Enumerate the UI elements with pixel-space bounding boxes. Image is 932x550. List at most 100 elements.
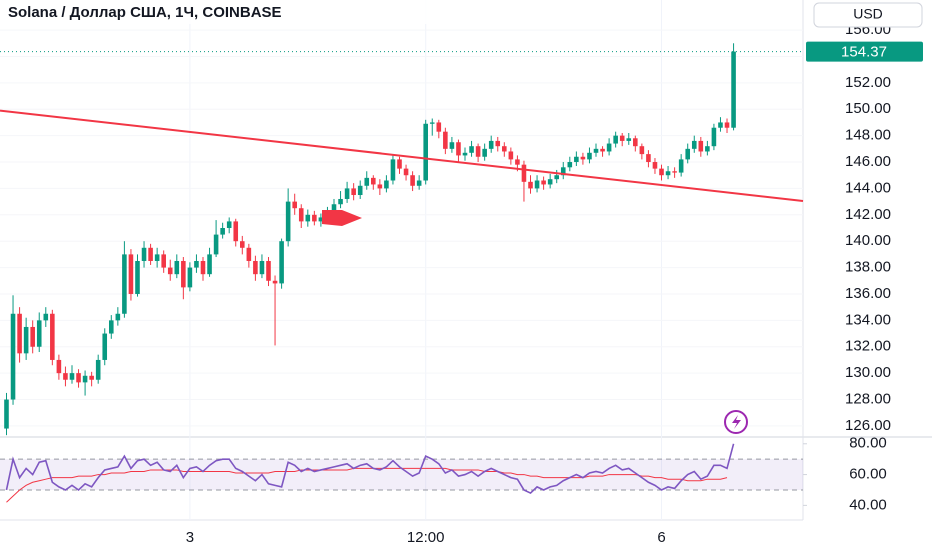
candle-body xyxy=(652,162,658,169)
y-tick-label: 144.00 xyxy=(845,179,891,196)
candle-body xyxy=(397,159,402,169)
candle-body xyxy=(482,148,487,157)
candle-body xyxy=(633,138,638,147)
candle-body xyxy=(17,313,22,354)
candle-body xyxy=(587,152,592,160)
candle-body xyxy=(154,254,160,261)
candle-body xyxy=(174,260,180,275)
candle-body xyxy=(626,138,632,141)
alert-bolt[interactable] xyxy=(732,415,741,429)
candle-body xyxy=(194,260,199,268)
candle-body xyxy=(711,127,717,147)
candle-body xyxy=(456,142,461,156)
candle-body xyxy=(364,177,370,186)
y-tick-label: 136.00 xyxy=(845,285,891,302)
candle-body xyxy=(4,399,9,429)
currency-button[interactable] xyxy=(813,2,923,28)
y-tick-label: 130.00 xyxy=(845,364,891,381)
y-tick-label: 132.00 xyxy=(845,338,891,355)
candle-body xyxy=(718,122,723,128)
candle-body xyxy=(613,135,618,144)
candle-body xyxy=(135,260,140,294)
x-tick-label: 12:00 xyxy=(407,529,445,546)
candle-body xyxy=(240,241,245,248)
chart-title: Solana / Доллар США, 1Ч, COINBASE xyxy=(8,4,282,21)
rsi-line xyxy=(5,443,735,495)
candle-body xyxy=(69,373,75,380)
candle-body xyxy=(220,228,225,235)
y-tick-label: 128.00 xyxy=(845,390,891,407)
candle-body xyxy=(272,280,278,284)
candle-body xyxy=(89,375,94,380)
candle-body xyxy=(292,201,297,209)
candle-body xyxy=(63,373,68,380)
candle-body xyxy=(148,247,153,261)
candle-body xyxy=(416,180,422,186)
candle-body xyxy=(76,373,81,383)
candle-body xyxy=(574,156,579,163)
candle-body xyxy=(377,184,383,189)
candle-body xyxy=(488,140,494,149)
candle-body xyxy=(56,359,62,374)
candle-body xyxy=(10,313,16,400)
candle-body xyxy=(462,152,468,156)
candle-body xyxy=(312,214,317,222)
candle-body xyxy=(534,180,540,189)
alert-icon[interactable] xyxy=(724,410,748,434)
candle-body xyxy=(259,260,265,275)
rsi-tick-label: 40.00 xyxy=(849,496,887,513)
candle-body xyxy=(279,241,284,284)
candle-body xyxy=(200,260,206,275)
candle-body xyxy=(593,148,599,153)
y-tick-label: 148.00 xyxy=(845,127,891,144)
candle-body xyxy=(30,326,35,347)
y-tick-label: 152.00 xyxy=(845,74,891,91)
currency-label[interactable]: USD xyxy=(853,6,883,22)
candle-body xyxy=(285,201,291,242)
y-tick-label: 140.00 xyxy=(845,232,891,249)
candle-body xyxy=(528,181,533,189)
rsi-ma-line xyxy=(6,467,728,503)
candle-body xyxy=(226,221,232,228)
candle-body xyxy=(351,188,356,196)
y-tick-label: 134.00 xyxy=(845,311,891,328)
candle-body xyxy=(181,260,186,288)
candle-body xyxy=(560,167,566,176)
title-backdrop xyxy=(0,0,535,24)
candle-body xyxy=(331,204,337,213)
candle-body xyxy=(541,180,546,185)
candle-body xyxy=(305,214,311,222)
candle-body xyxy=(23,326,29,354)
candle-body xyxy=(207,254,212,275)
candle-body xyxy=(685,148,691,160)
candle-body xyxy=(128,254,134,294)
candle-body xyxy=(580,156,586,160)
candle-body xyxy=(298,208,304,222)
candle-body xyxy=(253,260,258,275)
candle-body xyxy=(246,247,252,261)
candle-body xyxy=(502,146,507,152)
candle-body xyxy=(102,333,108,360)
candle-body xyxy=(403,168,409,176)
last-price-label: 154.37 xyxy=(841,44,887,61)
candle-body xyxy=(95,359,101,380)
candle-body xyxy=(429,122,435,124)
y-tick-label: 142.00 xyxy=(845,206,891,223)
y-tick-label: 146.00 xyxy=(845,153,891,170)
candle-body xyxy=(495,140,501,147)
candle-body xyxy=(554,175,560,180)
candle-body xyxy=(371,177,376,185)
candle-body xyxy=(659,168,664,176)
candle-body xyxy=(619,135,625,141)
candle-body xyxy=(443,131,448,149)
candle-body xyxy=(475,146,481,157)
candle-body xyxy=(213,234,219,255)
y-tick-label: 126.00 xyxy=(845,417,891,434)
y-tick-label: 150.00 xyxy=(845,100,891,117)
x-tick-label: 3 xyxy=(186,529,194,546)
candle-body xyxy=(449,142,455,149)
candle-body xyxy=(665,171,671,176)
candle-body xyxy=(390,159,396,181)
